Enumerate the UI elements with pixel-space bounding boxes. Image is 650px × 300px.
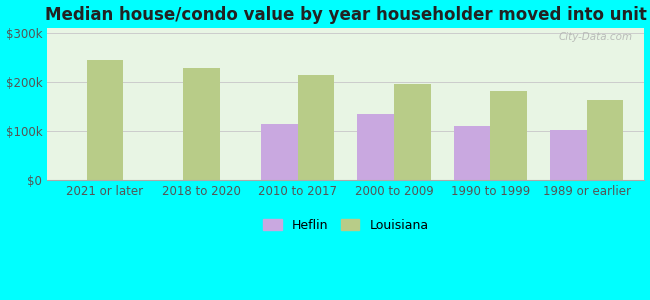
Title: Median house/condo value by year householder moved into unit: Median house/condo value by year househo… — [45, 6, 647, 24]
Bar — [587, 100, 623, 180]
Legend: Heflin, Louisiana: Heflin, Louisiana — [258, 214, 434, 237]
Bar — [261, 124, 298, 180]
Bar — [550, 130, 587, 180]
Bar — [454, 126, 490, 180]
Bar — [298, 75, 334, 180]
Text: City-Data.com: City-Data.com — [558, 32, 632, 42]
Bar — [490, 91, 527, 180]
Bar — [183, 68, 220, 180]
Bar — [394, 84, 430, 180]
Bar — [358, 114, 394, 180]
Bar — [86, 60, 123, 180]
